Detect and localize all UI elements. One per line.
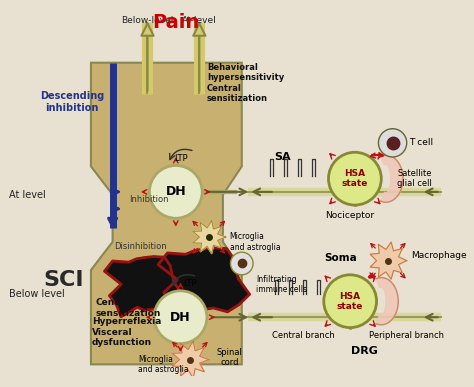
Text: Peripheral branch: Peripheral branch — [369, 331, 444, 341]
Circle shape — [378, 129, 407, 157]
Text: Soma: Soma — [324, 253, 357, 264]
Text: SA: SA — [274, 152, 291, 162]
Text: HSA
state: HSA state — [342, 169, 368, 188]
Polygon shape — [172, 341, 209, 378]
Text: HSA
state: HSA state — [337, 291, 364, 311]
Text: DH: DH — [165, 185, 186, 199]
Text: DH: DH — [170, 311, 191, 324]
Text: Hyperreflexia
Visceral
dysfunction: Hyperreflexia Visceral dysfunction — [92, 317, 161, 347]
Circle shape — [230, 252, 253, 275]
Polygon shape — [193, 220, 226, 254]
Text: Satellite
glial cell: Satellite glial cell — [397, 169, 432, 188]
Text: LTP: LTP — [183, 279, 197, 288]
Polygon shape — [104, 257, 184, 317]
Circle shape — [149, 166, 202, 218]
Text: Pain: Pain — [152, 13, 200, 32]
Polygon shape — [91, 63, 242, 364]
Text: Microglia
and astroglia: Microglia and astroglia — [229, 232, 280, 252]
Circle shape — [328, 152, 381, 205]
Text: At-level: At-level — [182, 15, 217, 25]
Text: Disinhibition: Disinhibition — [115, 242, 167, 251]
Polygon shape — [158, 248, 250, 317]
Text: Below level: Below level — [9, 289, 64, 299]
Text: Spinal
cord: Spinal cord — [217, 348, 242, 368]
Text: SCI: SCI — [44, 269, 84, 289]
Text: At level: At level — [9, 190, 46, 200]
Circle shape — [154, 291, 207, 344]
Text: Descending
inhibition: Descending inhibition — [40, 91, 104, 113]
Text: Inhibition: Inhibition — [128, 195, 168, 204]
Text: Infiltrating
immune cells: Infiltrating immune cells — [256, 275, 307, 294]
Text: LTP: LTP — [173, 154, 187, 163]
Text: Below-level: Below-level — [121, 15, 173, 25]
Text: Central
sensitization: Central sensitization — [96, 298, 161, 318]
Polygon shape — [381, 155, 403, 202]
Text: T cell: T cell — [410, 138, 434, 147]
Circle shape — [324, 275, 376, 328]
Text: Microglia
and astroglia: Microglia and astroglia — [138, 354, 189, 374]
Polygon shape — [370, 242, 407, 279]
Text: Behavioral
hypersensitivity
Central
sensitization: Behavioral hypersensitivity Central sens… — [207, 63, 284, 103]
Text: DRG: DRG — [351, 346, 378, 356]
Polygon shape — [376, 277, 398, 325]
Text: Nociceptor: Nociceptor — [326, 211, 375, 220]
Text: Macrophage: Macrophage — [411, 252, 467, 260]
Text: Central branch: Central branch — [272, 331, 335, 341]
